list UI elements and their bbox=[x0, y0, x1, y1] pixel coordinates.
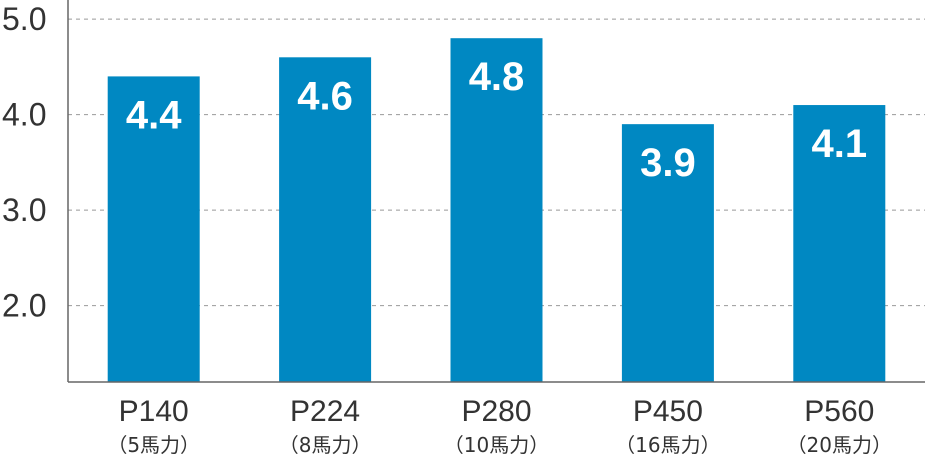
x-tick-sublabel: （20馬力） bbox=[787, 433, 892, 457]
bar bbox=[621, 124, 714, 383]
bar-value-label: 4.4 bbox=[126, 93, 182, 137]
y-tick-label: 4.0 bbox=[2, 97, 46, 133]
x-tick-sublabel: （8馬力） bbox=[279, 433, 372, 457]
bar bbox=[450, 38, 543, 382]
x-tick-label: P560 bbox=[804, 395, 874, 428]
x-tick-label: P140 bbox=[119, 395, 189, 428]
bar bbox=[793, 105, 886, 383]
x-tick-label: P224 bbox=[290, 395, 360, 428]
x-tick-label: P280 bbox=[461, 395, 531, 428]
bar-value-label: 4.6 bbox=[297, 74, 353, 118]
x-axis-labels: P140 （5馬力） P224 （8馬力） P280 （10馬力） P450 （16馬力） P5… bbox=[107, 395, 892, 457]
grid-lines bbox=[68, 18, 925, 307]
bars: 4.4 4.6 4.8 3.9 4.1 bbox=[107, 38, 886, 383]
y-tick-label: 2.0 bbox=[2, 288, 46, 324]
y-axis-ticks: 2.0 3.0 4.0 5.0 bbox=[2, 1, 46, 324]
x-tick-sublabel: （16馬力） bbox=[615, 433, 720, 457]
y-tick-label: 3.0 bbox=[2, 192, 46, 228]
bar-value-label: 3.9 bbox=[640, 141, 696, 185]
bar-value-label: 4.1 bbox=[811, 122, 867, 166]
bar bbox=[107, 76, 200, 383]
y-tick-label: 5.0 bbox=[2, 1, 46, 37]
x-tick-sublabel: （5馬力） bbox=[107, 433, 200, 457]
axes bbox=[67, 0, 925, 383]
x-tick-label: P450 bbox=[633, 395, 703, 428]
x-tick-sublabel: （10馬力） bbox=[444, 433, 549, 457]
bar-value-label: 4.8 bbox=[469, 55, 525, 99]
bar bbox=[279, 57, 372, 383]
